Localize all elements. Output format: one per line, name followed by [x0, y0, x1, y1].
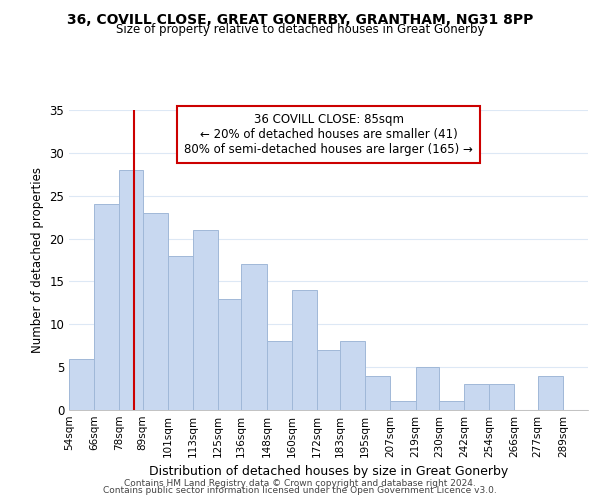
Bar	[193, 230, 218, 410]
Bar	[464, 384, 489, 410]
Text: Contains HM Land Registry data © Crown copyright and database right 2024.: Contains HM Land Registry data © Crown c…	[124, 478, 476, 488]
Bar	[266, 342, 292, 410]
Text: Size of property relative to detached houses in Great Gonerby: Size of property relative to detached ho…	[116, 22, 484, 36]
Bar	[489, 384, 514, 410]
Bar	[94, 204, 119, 410]
Text: 36, COVILL CLOSE, GREAT GONERBY, GRANTHAM, NG31 8PP: 36, COVILL CLOSE, GREAT GONERBY, GRANTHA…	[67, 12, 533, 26]
Y-axis label: Number of detached properties: Number of detached properties	[31, 167, 44, 353]
X-axis label: Distribution of detached houses by size in Great Gonerby: Distribution of detached houses by size …	[149, 466, 508, 478]
Bar	[416, 367, 439, 410]
Bar	[439, 402, 464, 410]
Bar	[340, 342, 365, 410]
Bar	[119, 170, 143, 410]
Bar	[292, 290, 317, 410]
Bar	[317, 350, 340, 410]
Bar	[538, 376, 563, 410]
Bar	[241, 264, 266, 410]
Bar	[365, 376, 391, 410]
Text: Contains public sector information licensed under the Open Government Licence v3: Contains public sector information licen…	[103, 486, 497, 495]
Bar	[143, 213, 168, 410]
Bar	[218, 298, 241, 410]
Bar	[69, 358, 94, 410]
Bar	[168, 256, 193, 410]
Text: 36 COVILL CLOSE: 85sqm
← 20% of detached houses are smaller (41)
80% of semi-det: 36 COVILL CLOSE: 85sqm ← 20% of detached…	[184, 113, 473, 156]
Bar	[391, 402, 416, 410]
